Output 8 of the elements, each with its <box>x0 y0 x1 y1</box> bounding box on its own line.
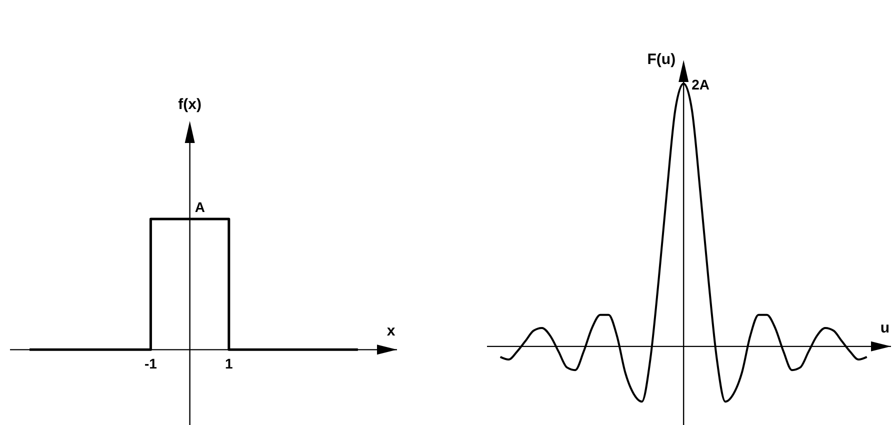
x-axis-title: u <box>880 319 890 336</box>
y-axis-title: F(u) <box>647 51 676 68</box>
x-tick-label: -1 <box>144 356 158 372</box>
annotation: 2A <box>692 76 710 93</box>
x-tick-label: 1 <box>225 356 234 372</box>
y-axis-title: f(x) <box>178 96 202 113</box>
x-axis-title: x <box>386 322 396 340</box>
annotation: A <box>194 199 205 215</box>
